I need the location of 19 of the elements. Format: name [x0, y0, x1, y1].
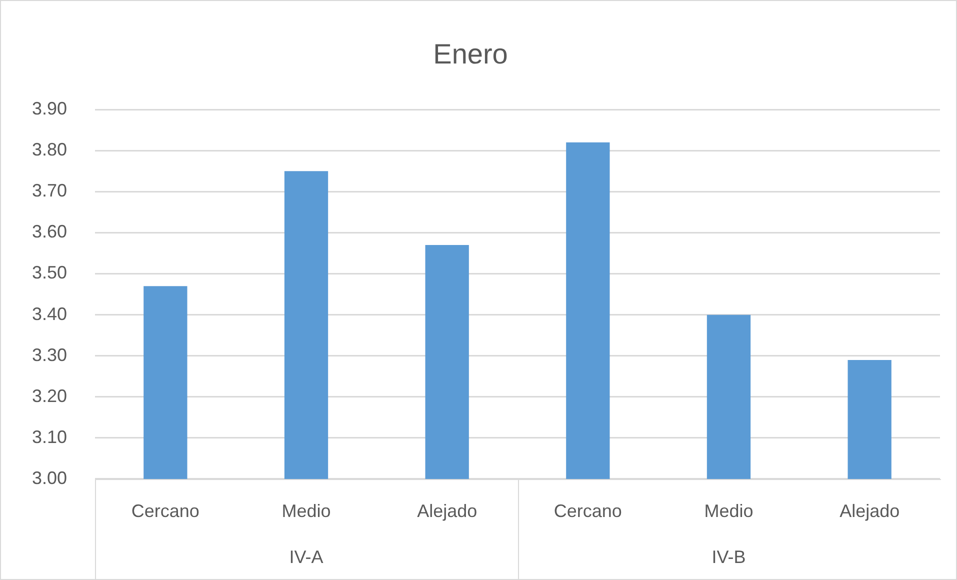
chart-title: Enero [433, 38, 508, 70]
y-tick-label: 3.10 [32, 426, 67, 447]
y-tick-label: 3.70 [32, 180, 67, 201]
x-tick-label: Medio [704, 500, 754, 521]
text: IV-B [712, 546, 746, 567]
y-tick-label: 3.60 [32, 222, 67, 242]
x-tick-label: Cercano [554, 500, 622, 521]
y-tick-label: 3.90 [32, 98, 67, 119]
x-tick-label: Alejado [840, 500, 900, 521]
y-tick-label: 3.30 [32, 344, 67, 365]
y-tick-label: 3.40 [32, 304, 67, 324]
y-tick-label: 3.80 [32, 140, 67, 160]
x-tick-label: Alejado [417, 500, 478, 521]
y-tick-label: 3.50 [32, 262, 67, 283]
y-tick-label: 3.00 [32, 468, 67, 488]
x-tick-label: Medio [282, 500, 331, 521]
text: IV-A [289, 546, 324, 567]
y-tick-label: 3.20 [32, 386, 67, 406]
x-tick-label: Cercano [131, 500, 200, 521]
